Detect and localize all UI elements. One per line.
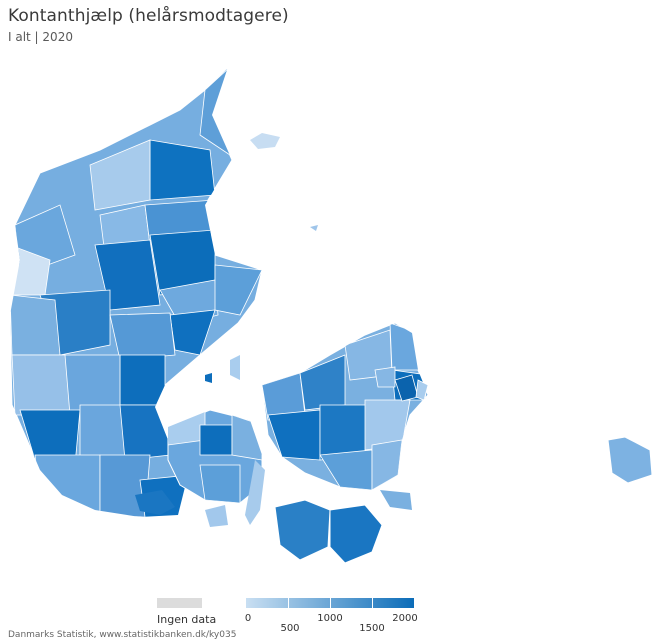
small-islands: [135, 133, 412, 527]
denmark-municipality-map[interactable]: [0, 55, 660, 585]
page-subtitle: I alt | 2020: [8, 30, 73, 44]
page-title: Kontanthjælp (helårsmodtagere): [8, 6, 289, 26]
source-credit: Danmarks Statistik, www.statistikbanken.…: [8, 630, 237, 640]
scale-tick: [330, 598, 331, 608]
region-bornholm[interactable]: [607, 436, 653, 484]
scale-tick: [372, 598, 373, 608]
scale-label-1500: 1500: [359, 623, 385, 634]
scale-label-2000: 2000: [392, 613, 418, 624]
scale-label-500: 500: [280, 623, 300, 634]
nodata-swatch: [157, 598, 202, 608]
region-zealand[interactable]: [261, 322, 429, 491]
map-legend: Ingen data 0 500 1000 1500 2000: [0, 595, 660, 635]
scale-label-0: 0: [244, 613, 252, 624]
scale-label-1000: 1000: [317, 613, 343, 624]
nodata-label: Ingen data: [157, 613, 217, 626]
scale-tick: [288, 598, 289, 608]
region-lolland-falster[interactable]: [274, 499, 383, 564]
copenhagen-area[interactable]: [374, 366, 429, 402]
